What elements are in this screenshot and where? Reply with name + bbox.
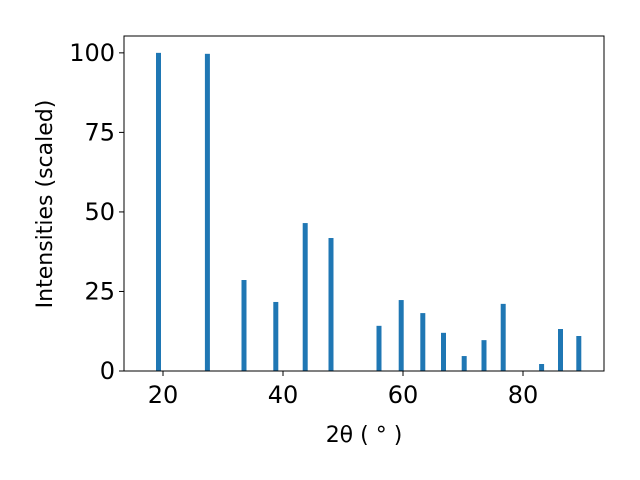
bar [376, 325, 382, 371]
bar [500, 303, 506, 371]
bar [441, 332, 446, 371]
y-tick-label: 50 [84, 198, 115, 226]
bar [481, 340, 487, 371]
bar [576, 336, 582, 371]
bar [156, 52, 161, 371]
bar [241, 280, 247, 371]
y-axis-label: Intensities (scaled) [33, 100, 58, 309]
x-axis-label: 2θ ( ° ) [326, 423, 403, 448]
bar [539, 364, 545, 371]
x-tick-label: 40 [268, 381, 299, 409]
bar [558, 329, 563, 371]
x-tick-label: 80 [508, 381, 539, 409]
y-tick-label: 25 [84, 277, 115, 305]
bar [328, 238, 334, 371]
bar [461, 356, 467, 371]
bar [398, 300, 404, 371]
bar [273, 301, 279, 371]
bar [420, 313, 426, 371]
x-tick-label: 20 [148, 381, 179, 409]
bar [204, 53, 210, 371]
plot-frame [123, 35, 605, 372]
x-tick-label: 60 [388, 381, 419, 409]
bar [302, 223, 308, 371]
y-tick-label: 100 [69, 39, 115, 67]
y-tick-label: 75 [84, 118, 115, 146]
y-tick-label: 0 [100, 357, 115, 385]
